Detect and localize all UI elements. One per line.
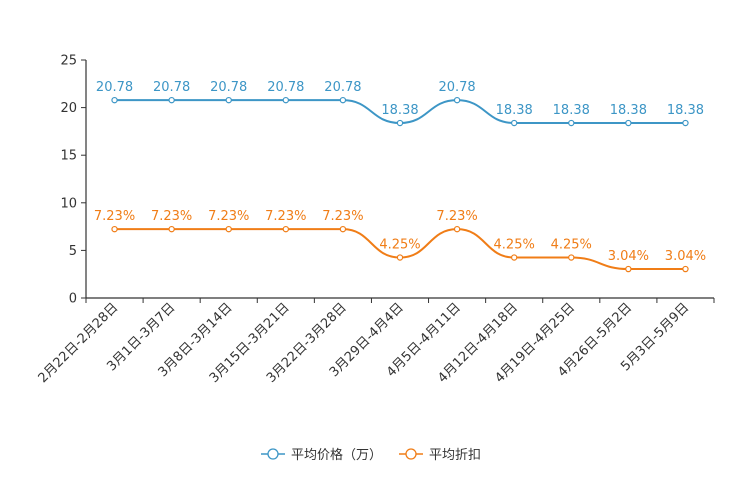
legend-marker	[405, 448, 417, 460]
data-point	[510, 254, 518, 261]
y-tick-label: 10	[60, 196, 77, 211]
data-point	[568, 254, 575, 261]
data-point	[682, 265, 689, 273]
legend-marker	[267, 448, 279, 460]
y-tick-label: 20	[60, 101, 77, 116]
data-label: 4.25%	[551, 238, 592, 253]
data-point	[168, 225, 175, 233]
data-label: 7.23%	[265, 209, 306, 224]
data-label: 4.25%	[494, 238, 535, 253]
data-label: 7.23%	[436, 209, 477, 224]
legend-item-0[interactable]: 平均价格（万）	[261, 447, 382, 463]
data-label: 20.78	[324, 80, 361, 95]
legend-item-1[interactable]: 平均折扣	[399, 448, 481, 463]
data-point	[282, 96, 290, 104]
data-label: 7.23%	[94, 209, 135, 224]
series-0: 20.78 20.78 20.78 20.78 20.78 18.38 20.78 18.38…	[96, 80, 704, 127]
data-point	[282, 225, 290, 233]
data-point	[510, 119, 518, 127]
data-point	[111, 225, 118, 233]
data-point	[625, 119, 632, 127]
y-tick-label: 0	[69, 292, 77, 307]
data-label: 20.78	[153, 80, 190, 95]
data-label: 18.38	[496, 103, 533, 118]
data-label: 7.23%	[322, 209, 363, 224]
data-label: 3.04%	[665, 249, 706, 264]
data-label: 20.78	[438, 80, 475, 95]
data-point	[225, 225, 232, 233]
data-label: 7.23%	[208, 209, 249, 224]
y-tick-label: 15	[60, 149, 77, 164]
data-point	[396, 254, 404, 261]
data-label: 18.38	[553, 103, 590, 118]
series-1: 7.23% 7.23% 7.23% 7.23% 7.23% 4.25% 7.23% 4.25%…	[94, 209, 706, 273]
legend-label: 平均折扣	[429, 448, 481, 463]
data-point	[396, 119, 404, 127]
data-point	[339, 225, 347, 233]
data-label: 18.38	[610, 103, 647, 118]
series-line	[114, 228, 686, 271]
data-point	[625, 265, 632, 273]
x-tick-label: 2月22日-2月28日	[36, 300, 122, 386]
data-label: 18.38	[667, 103, 704, 118]
legend-label: 平均价格（万）	[291, 447, 382, 463]
data-point	[453, 96, 461, 104]
data-label: 7.23%	[151, 209, 192, 224]
data-point	[453, 225, 461, 233]
data-label: 18.38	[381, 103, 418, 118]
data-point	[339, 96, 347, 104]
data-label: 20.78	[210, 80, 247, 95]
data-label: 20.78	[267, 80, 304, 95]
data-label: 3.04%	[608, 249, 649, 264]
data-point	[225, 96, 232, 104]
data-label: 20.78	[96, 80, 133, 95]
y-tick-label: 5	[69, 244, 77, 259]
data-point	[111, 96, 118, 104]
chart-series-layer: 20.78 20.78 20.78 20.78 20.78 18.38 20.78 18.38…	[94, 80, 706, 273]
data-label: 4.25%	[379, 238, 420, 253]
data-point	[682, 119, 689, 127]
chart-legend[interactable]: 平均价格（万） 平均折扣	[261, 447, 481, 463]
data-point	[568, 119, 575, 127]
y-tick-label: 25	[60, 54, 77, 69]
data-point	[168, 96, 175, 104]
